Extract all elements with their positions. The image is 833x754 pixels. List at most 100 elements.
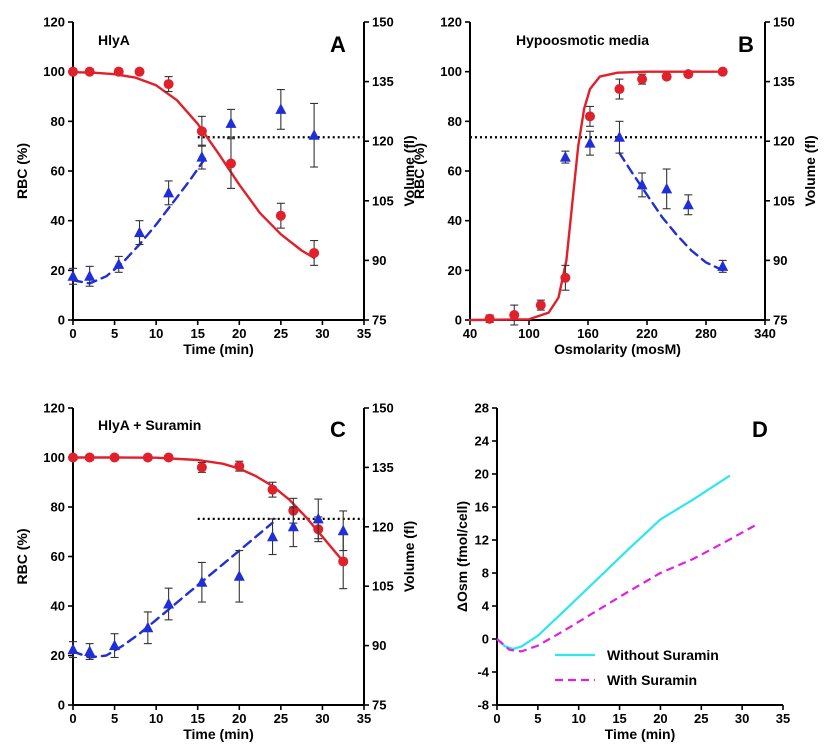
data-point-circle bbox=[84, 66, 95, 77]
y-tick-label: 60 bbox=[51, 164, 65, 179]
y-tick-label: 40 bbox=[51, 213, 65, 228]
x-tick-label: 40 bbox=[463, 326, 477, 341]
x-tick-label: 25 bbox=[274, 711, 288, 726]
panel-c: 0 5 10 15 20 25 30 35 0 20 40 60 80 100 120 75 90 105 120 1… bbox=[14, 401, 417, 743]
y2-tick-label: 75 bbox=[773, 313, 787, 328]
x-tick-label: 35 bbox=[357, 711, 371, 726]
legend-label: Without Suramin bbox=[607, 647, 719, 663]
fit-curve-solid bbox=[71, 456, 345, 563]
y-axis-label: RBC (%) bbox=[14, 529, 30, 585]
x-tick-label: 340 bbox=[754, 326, 776, 341]
data-point-triangle bbox=[84, 645, 96, 657]
x-tick-label: 30 bbox=[315, 326, 329, 341]
data-point-circle bbox=[113, 66, 124, 77]
data-point-triangle bbox=[225, 117, 237, 128]
x-tick-label: 20 bbox=[232, 326, 246, 341]
y2-axis-label: Volume (fl) bbox=[401, 521, 417, 592]
data-point-triangle bbox=[584, 137, 596, 148]
data-point-circle bbox=[68, 66, 78, 77]
x-tick-label: 0 bbox=[69, 326, 76, 341]
y2-axis-label: Volume (fl) bbox=[401, 135, 417, 206]
y-tick-label: 20 bbox=[51, 263, 65, 278]
x-axis-label: Time (min) bbox=[183, 341, 254, 357]
y2-tick-label: 135 bbox=[372, 460, 394, 475]
panel-title: HlyA + Suramin bbox=[98, 417, 201, 433]
data-point-triangle bbox=[196, 151, 208, 162]
data-point-triangle bbox=[337, 524, 349, 536]
data-point-circle bbox=[196, 126, 207, 137]
y2-tick-label: 105 bbox=[372, 579, 394, 594]
y-tick-label: 120 bbox=[440, 15, 462, 30]
x-tick-label: 0 bbox=[493, 711, 500, 726]
data-point-circle bbox=[84, 452, 95, 463]
y-tick-label: 0 bbox=[58, 313, 65, 328]
data-point-triangle bbox=[67, 643, 79, 655]
data-point-circle bbox=[584, 111, 595, 122]
y-tick-label: 0 bbox=[58, 698, 65, 713]
panel-a: 0 5 10 15 20 25 30 35 0 20 40 60 80 100 120 75 90 105 120 1… bbox=[14, 15, 417, 358]
y-tick-label: 100 bbox=[440, 64, 462, 79]
series-line-1 bbox=[496, 522, 760, 653]
data-point-circle bbox=[267, 484, 278, 495]
panel-title: Hypoosmotic media bbox=[516, 32, 649, 48]
y-tick-label: 100 bbox=[43, 450, 65, 465]
data-point-triangle bbox=[113, 258, 125, 269]
x-tick-label: 0 bbox=[69, 711, 76, 726]
y-tick-label: 24 bbox=[475, 434, 490, 449]
data-point-triangle bbox=[275, 103, 287, 114]
y2-tick-label: 150 bbox=[372, 401, 394, 416]
data-point-triangle bbox=[287, 520, 299, 532]
data-point-triangle bbox=[233, 570, 245, 581]
y-tick-label: 28 bbox=[475, 401, 489, 416]
y-tick-label: 12 bbox=[475, 533, 489, 548]
legend-label: With Suramin bbox=[607, 672, 697, 688]
fit-curve-solid bbox=[71, 70, 316, 260]
y-tick-label: 120 bbox=[43, 15, 65, 30]
data-point-triangle bbox=[142, 621, 154, 633]
x-axis-label: Osmolarity (mosM) bbox=[554, 341, 681, 357]
data-point-circle bbox=[717, 66, 728, 77]
x-tick-label: 10 bbox=[149, 711, 163, 726]
y-tick-label: -4 bbox=[477, 665, 489, 680]
x-tick-label: 30 bbox=[315, 711, 329, 726]
panel-letter: B bbox=[738, 32, 754, 57]
y-tick-label: 60 bbox=[51, 549, 65, 564]
data-point-circle bbox=[683, 69, 694, 80]
data-point-circle bbox=[68, 452, 78, 463]
x-tick-label: 20 bbox=[653, 711, 667, 726]
data-point-circle bbox=[484, 313, 495, 324]
panel-b: 40 100 160 220 280 340 0 20 40 60 80 100 120 75 90 105 1… bbox=[411, 15, 818, 358]
data-point-triangle bbox=[267, 530, 279, 542]
y2-tick-label: 120 bbox=[372, 519, 394, 534]
y-tick-label: 20 bbox=[51, 648, 65, 663]
x-tick-label: 5 bbox=[111, 326, 118, 341]
data-point-circle bbox=[338, 556, 349, 567]
y-tick-label: 4 bbox=[482, 599, 490, 614]
y-tick-label: 20 bbox=[475, 467, 489, 482]
y-axis-label: RBC (%) bbox=[14, 143, 30, 199]
data-point-circle bbox=[560, 272, 571, 283]
series-line-0 bbox=[496, 474, 731, 651]
y2-tick-label: 120 bbox=[773, 134, 795, 149]
data-point-circle bbox=[661, 71, 672, 82]
data-point-circle bbox=[309, 247, 320, 258]
x-tick-label: 10 bbox=[571, 711, 585, 726]
x-tick-label: 100 bbox=[518, 326, 540, 341]
data-point-triangle bbox=[163, 598, 175, 609]
data-point-triangle bbox=[308, 129, 320, 140]
y-tick-label: 120 bbox=[43, 401, 65, 416]
y2-tick-label: 105 bbox=[773, 193, 795, 208]
y-tick-label: 0 bbox=[455, 313, 462, 328]
y-tick-label: 100 bbox=[43, 64, 65, 79]
data-point-circle bbox=[109, 452, 120, 463]
x-tick-label: 5 bbox=[534, 711, 541, 726]
y2-tick-label: 150 bbox=[773, 15, 795, 30]
y2-tick-label: 90 bbox=[372, 638, 386, 653]
fit-curve-dashed bbox=[618, 151, 724, 272]
data-point-circle bbox=[275, 210, 286, 221]
y-tick-label: 40 bbox=[448, 213, 462, 228]
x-tick-label: 5 bbox=[111, 711, 118, 726]
data-point-triangle bbox=[163, 186, 175, 198]
data-point-triangle bbox=[84, 270, 96, 281]
data-point-circle bbox=[163, 452, 174, 463]
